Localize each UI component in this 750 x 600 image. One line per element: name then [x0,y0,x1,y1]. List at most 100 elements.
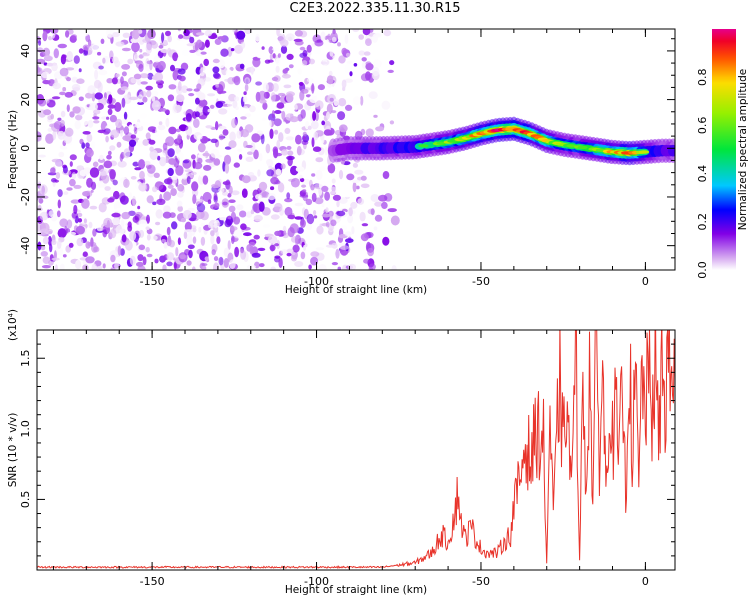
noise-blob [253,202,260,212]
noise-blob [286,192,291,200]
noise-blob [128,124,135,132]
noise-blob [320,61,328,65]
noise-blob [335,248,340,259]
noise-blob [274,129,279,135]
noise-blob [72,87,81,92]
noise-blob [306,44,312,53]
noise-blob [115,118,123,129]
noise-blob [200,222,206,227]
noise-blob [163,39,168,46]
noise-blob [285,33,295,41]
noise-blob [344,34,349,45]
noise-blob [64,91,74,98]
noise-blob [100,38,105,44]
noise-blob [187,244,195,250]
noise-blob [280,45,288,54]
noise-blob [226,103,233,107]
noise-blob [82,264,89,270]
noise-blob [104,186,111,191]
noise-blob [237,148,243,152]
noise-blob [37,47,45,51]
noise-blob [331,178,336,184]
noise-blob [171,175,179,180]
noise-blob [382,171,390,179]
noise-blob [299,194,309,198]
noise-blob [222,181,231,186]
noise-blob [262,102,268,110]
noise-blob [119,153,124,162]
noise-blob [92,161,99,168]
noise-blob [132,29,140,40]
noise-blob [202,105,210,116]
noise-blob [305,235,311,244]
noise-blob [329,212,333,219]
noise-blob [175,128,181,133]
noise-blob [129,231,137,241]
noise-blob [283,84,292,89]
noise-blob [245,144,253,149]
noise-blob [278,132,284,143]
noise-blob [202,152,210,157]
noise-blob [157,155,161,161]
noise-blob [105,135,109,143]
noise-blob [108,94,113,104]
noise-blob [82,44,90,51]
noise-blob [91,43,99,52]
noise-blob [142,96,148,103]
noise-blob [133,126,138,135]
noise-blob [253,234,260,240]
noise-blob [266,159,273,166]
noise-blob [268,165,273,169]
noise-blob [299,90,305,101]
noise-blob [345,238,354,244]
noise-blob [162,211,172,219]
noise-blob [324,146,329,156]
noise-blob [62,87,67,92]
noise-blob [168,84,177,90]
x-tick-label: -150 [140,275,165,288]
noise-blob [295,134,302,145]
noise-blob [233,216,241,225]
noise-blob [139,73,149,79]
noise-blob [352,162,358,168]
noise-blob [85,113,93,119]
noise-blob [241,188,248,198]
noise-blob [182,34,192,40]
noise-blob [299,177,305,183]
noise-blob [155,127,160,138]
noise-blob [282,121,287,128]
x-tick-label: -100 [304,275,329,288]
noise-blob [338,169,344,180]
noise-blob [167,94,175,102]
noise-blob [199,67,206,77]
noise-blob [333,98,339,107]
noise-blob [281,74,291,79]
noise-blob [196,39,203,49]
noise-blob [258,181,268,191]
noise-blob [167,35,172,43]
x-axis-label: Height of straight line (km) [285,584,427,596]
noise-blob [223,154,232,165]
noise-blob [342,86,346,91]
noise-blob [337,111,346,121]
noise-blob [363,258,371,264]
noise-blob [121,234,127,243]
noise-blob [145,85,153,91]
noise-blob [112,217,121,226]
noise-blob [186,43,195,47]
noise-blob [59,67,69,77]
noise-blob [49,123,55,128]
noise-blob [214,38,222,45]
noise-blob [121,47,131,52]
noise-blob [251,252,261,258]
noise-blob [122,135,132,142]
noise-blob [157,83,164,89]
noise-blob [228,199,236,203]
noise-blob [288,64,294,69]
y-tick-label: 20 [19,93,32,107]
noise-blob [331,110,337,114]
noise-blob [299,219,306,228]
colorbar-tick-label: 0.0 [696,261,709,279]
noise-blob [332,29,336,35]
noise-blob [78,48,84,54]
